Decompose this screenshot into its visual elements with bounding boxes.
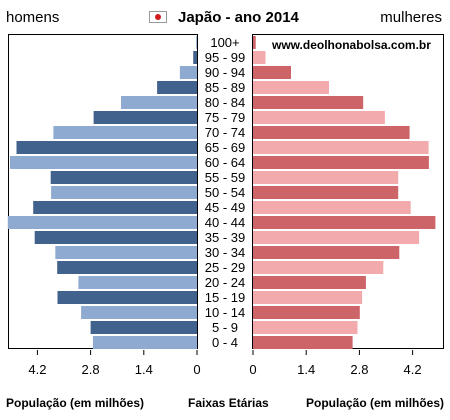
male-bar-85-89	[157, 81, 197, 94]
female-bar-0-4	[253, 336, 353, 349]
female-bar-70-74	[253, 126, 410, 139]
female-bar-90-94	[253, 66, 291, 79]
age-label-55-59: 55 - 59	[205, 170, 245, 185]
male-bar-5-9	[90, 321, 197, 334]
male-bar-75-79	[93, 111, 197, 124]
x-axis-right: 0 1.4 2.8 4.2	[249, 350, 422, 377]
chart-title: Japão - ano 2014	[178, 9, 299, 26]
female-bar-40-44	[253, 216, 436, 229]
age-label-45-49: 45 - 49	[205, 200, 245, 215]
female-bar-75-79	[253, 111, 385, 124]
age-label-75-79: 75 - 79	[205, 110, 245, 125]
male-bar-40-44	[7, 216, 197, 229]
female-bar-100plus	[253, 36, 256, 49]
age-label-0-4: 0 - 4	[212, 335, 238, 350]
age-label-100plus: 100+	[210, 35, 239, 50]
male-bar-70-74	[53, 126, 198, 139]
age-label-95-99: 95 - 99	[205, 50, 245, 65]
age-label-20-24: 20 - 24	[205, 275, 245, 290]
male-bar-10-14	[81, 306, 197, 319]
female-bar-65-69	[253, 141, 429, 154]
age-label-15-19: 15 - 19	[205, 290, 245, 305]
age-label-70-74: 70 - 74	[205, 125, 245, 140]
male-bar-25-29	[57, 261, 198, 274]
age-label-85-89: 85 - 89	[205, 80, 245, 95]
age-label-60-64: 60 - 64	[205, 155, 245, 170]
male-bar-95-99	[193, 51, 197, 64]
female-bar-20-24	[253, 276, 366, 289]
male-bar-80-84	[121, 96, 197, 109]
age-label-90-94: 90 - 94	[205, 65, 245, 80]
x-axis-label-left: População (em milhões)	[6, 396, 145, 410]
male-bar-15-19	[57, 291, 197, 304]
male-side-label: homens	[6, 9, 60, 26]
x-tick-label-left: 4.2	[28, 362, 46, 377]
age-label-50-54: 50 - 54	[205, 185, 245, 200]
female-bar-25-29	[253, 261, 384, 274]
x-axis-left: 4.2 2.8 1.4 0	[28, 350, 201, 377]
age-label-40-44: 40 - 44	[205, 215, 245, 230]
female-bar-5-9	[253, 321, 358, 334]
female-bar-80-84	[253, 96, 364, 109]
female-bar-85-89	[253, 81, 329, 94]
japan-flag-icon	[149, 11, 167, 23]
female-bar-95-99	[253, 51, 266, 64]
x-tick-label-right: 2.8	[350, 362, 368, 377]
male-bar-90-94	[179, 66, 197, 79]
age-label-5-9: 5 - 9	[212, 320, 238, 335]
female-bars	[253, 36, 436, 349]
male-bars	[7, 36, 198, 349]
age-label-25-29: 25 - 29	[205, 260, 245, 275]
female-bar-10-14	[253, 306, 360, 319]
male-bar-100plus	[196, 36, 197, 49]
age-label-30-34: 30 - 34	[205, 245, 245, 260]
female-bar-30-34	[253, 246, 400, 259]
x-tick-label-right: 0	[249, 362, 256, 377]
x-tick-label-left: 2.8	[82, 362, 100, 377]
male-bar-60-64	[10, 156, 197, 169]
age-label-80-84: 80 - 84	[205, 95, 245, 110]
male-bar-55-59	[50, 171, 198, 184]
female-side-label: mulheres	[380, 9, 442, 26]
age-label-35-39: 35 - 39	[205, 230, 245, 245]
watermark: www.deolhonabolsa.com.br	[271, 38, 431, 52]
male-bar-50-54	[51, 186, 197, 199]
female-bar-45-49	[253, 201, 411, 214]
male-bar-35-39	[34, 231, 198, 244]
male-bar-0-4	[92, 336, 197, 349]
age-axis-label: Faixas Etárias	[188, 396, 269, 410]
age-label-65-69: 65 - 69	[205, 140, 245, 155]
x-tick-label-left: 0	[193, 362, 200, 377]
female-bar-55-59	[253, 171, 399, 184]
male-bar-30-34	[55, 246, 197, 259]
male-bar-65-69	[16, 141, 197, 154]
flag-red-disc	[155, 14, 161, 20]
female-bar-60-64	[253, 156, 429, 169]
x-tick-label-left: 1.4	[135, 362, 153, 377]
female-bar-50-54	[253, 186, 399, 199]
male-bar-45-49	[33, 201, 198, 214]
age-label-10-14: 10 - 14	[205, 305, 245, 320]
x-tick-label-right: 1.4	[297, 362, 315, 377]
x-tick-label-right: 4.2	[404, 362, 422, 377]
x-axis-label-right: População (em milhões)	[306, 396, 445, 410]
male-bar-20-24	[78, 276, 197, 289]
female-bar-15-19	[253, 291, 363, 304]
female-bar-35-39	[253, 231, 420, 244]
